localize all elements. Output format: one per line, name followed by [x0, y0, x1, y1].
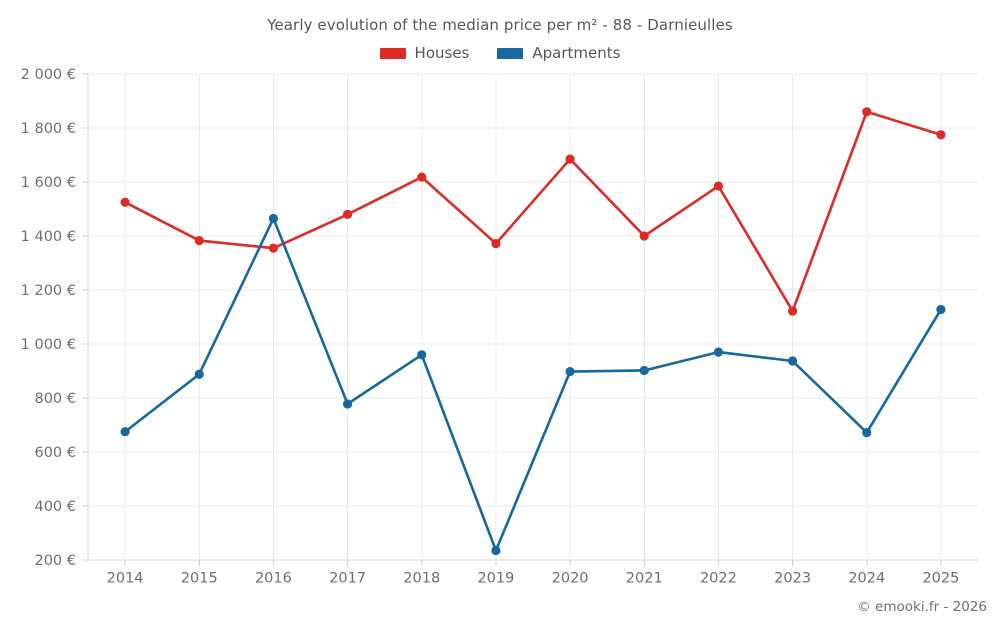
x-tick-label: 2024 [848, 571, 885, 587]
chart-title: Yearly evolution of the median price per… [267, 16, 733, 34]
data-point-houses-2025[interactable] [936, 130, 946, 140]
data-series [120, 107, 946, 556]
data-point-apartments-2021[interactable] [639, 365, 649, 376]
x-tick-label: 2017 [329, 571, 366, 587]
data-point-apartments-2023[interactable] [787, 356, 798, 366]
x-tick-label: 2015 [181, 571, 218, 587]
x-tick-label: 2016 [255, 571, 292, 587]
legend-label-houses: Houses [414, 44, 470, 62]
data-point-houses-2014[interactable] [120, 197, 130, 207]
data-point-houses-2020[interactable] [565, 154, 575, 164]
x-tick-label: 2025 [922, 571, 959, 587]
gridlines [88, 73, 978, 561]
copyright-credit: © emooki.fr - 2026 [857, 599, 987, 615]
legend-swatch-apartments [497, 47, 524, 59]
x-tick-label: 2022 [700, 571, 737, 587]
data-point-houses-2016[interactable] [268, 243, 279, 253]
x-tick-label: 2014 [107, 571, 144, 587]
data-point-houses-2019[interactable] [491, 238, 501, 249]
data-point-houses-2022[interactable] [713, 181, 724, 191]
y-tick-label: 800 € [34, 391, 76, 407]
data-point-houses-2023[interactable] [787, 306, 798, 316]
y-tick-label: 600 € [34, 445, 76, 461]
data-point-houses-2015[interactable] [194, 235, 204, 246]
legend-item-apartments[interactable]: Apartments [497, 44, 620, 62]
y-tick-label: 400 € [34, 499, 76, 515]
x-tick-label: 2020 [552, 571, 589, 587]
axes [82, 73, 978, 566]
data-point-houses-2024[interactable] [862, 107, 872, 117]
data-point-apartments-2016[interactable] [268, 213, 279, 224]
y-tick-label: 200 € [34, 553, 76, 569]
x-tick-label: 2023 [774, 571, 811, 587]
data-point-apartments-2019[interactable] [491, 545, 501, 556]
data-point-apartments-2022[interactable] [713, 347, 724, 357]
x-tick-label: 2019 [477, 571, 514, 587]
y-tick-label: 1 000 € [21, 337, 76, 353]
series-line-apartments [123, 217, 943, 552]
data-point-apartments-2018[interactable] [417, 350, 427, 360]
x-axis-tick-labels: 2014 2015 2016 2017 2018 2019 2020 2021 2022 2023… [107, 571, 960, 587]
y-tick-label: 2 000 € [21, 67, 76, 83]
y-axis-tick-labels: 200 € 400 € 600 € 800 € 1 000 € 1 200 € 1 400 … [21, 67, 76, 569]
y-tick-label: 1 400 € [21, 229, 76, 245]
data-point-apartments-2024[interactable] [862, 427, 872, 438]
x-tick-label: 2021 [626, 571, 663, 587]
data-point-houses-2017[interactable] [342, 209, 353, 219]
y-tick-label: 1 600 € [21, 175, 76, 191]
y-tick-label: 1 200 € [21, 283, 76, 299]
data-point-houses-2018[interactable] [417, 172, 427, 182]
series-line-houses [123, 110, 943, 313]
data-point-apartments-2015[interactable] [194, 369, 204, 379]
data-point-apartments-2014[interactable] [120, 427, 130, 437]
legend-item-houses[interactable]: Houses [379, 44, 470, 62]
legend-label-apartments: Apartments [532, 44, 621, 62]
data-point-apartments-2017[interactable] [342, 399, 353, 409]
data-point-apartments-2025[interactable] [936, 304, 946, 315]
data-point-houses-2021[interactable] [639, 231, 649, 241]
y-tick-label: 1 800 € [21, 121, 76, 137]
x-tick-label: 2018 [403, 571, 440, 587]
legend-swatch-houses [379, 47, 406, 59]
chart-legend: Houses Apartments [0, 44, 1000, 62]
data-point-apartments-2020[interactable] [565, 366, 575, 377]
